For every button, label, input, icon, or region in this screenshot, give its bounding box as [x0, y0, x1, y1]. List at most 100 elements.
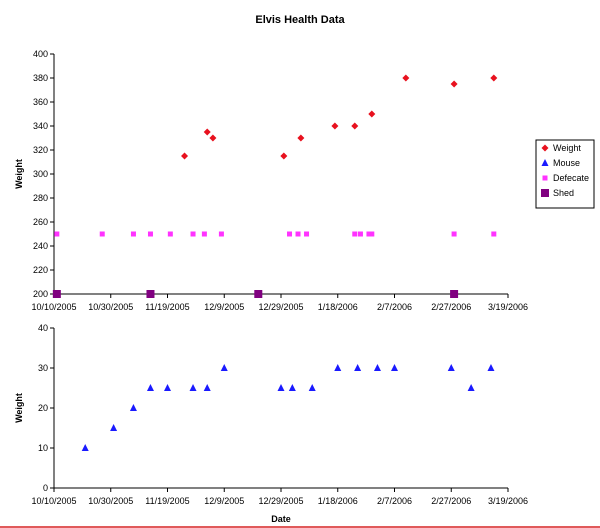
defecate-point	[352, 231, 358, 237]
bottom-x-tick-label: 12/9/2005	[204, 496, 244, 506]
defecate-point	[304, 231, 310, 237]
top-x-tick-label: 12/29/2005	[258, 302, 303, 312]
top-y-tick-label: 300	[33, 169, 48, 179]
mouse-point	[334, 364, 342, 371]
series-shed	[52, 290, 459, 298]
legend-marker-mouse	[541, 159, 549, 166]
mouse-point	[146, 384, 154, 391]
top-y-tick-label: 220	[33, 265, 48, 275]
bottom-x-tick-label: 11/19/2005	[145, 496, 189, 506]
legend-entry-defecate: Defecate	[553, 173, 589, 183]
defecate-point	[99, 231, 105, 237]
mouse-point	[487, 364, 495, 371]
top-y-tick-label: 400	[33, 49, 48, 59]
legend-marker-weight	[541, 144, 549, 152]
top-x-tick-label: 10/30/2005	[88, 302, 133, 312]
mouse-point	[391, 364, 398, 371]
weight-point	[297, 134, 305, 142]
top-x-tick-label: 3/19/2006	[488, 302, 528, 312]
x-axis-label: Date	[271, 514, 291, 524]
bottom-x-tick-label: 10/30/2005	[88, 496, 133, 506]
weight-point	[368, 110, 376, 118]
mouse-point	[308, 384, 316, 391]
shed-point	[254, 290, 263, 298]
mouse-point	[277, 384, 285, 391]
mouse-point	[164, 384, 171, 391]
shed-point	[450, 290, 459, 298]
top-x-tick-label: 2/7/2006	[377, 302, 412, 312]
weight-point	[351, 122, 359, 130]
legend-entry-mouse: Mouse	[553, 158, 580, 168]
defecate-point	[54, 231, 60, 237]
top-y-axis-label: Weight	[14, 159, 24, 189]
mouse-point	[189, 384, 197, 391]
window-bottom-edge	[0, 526, 600, 528]
top-x-tick-label: 1/18/2006	[318, 302, 358, 312]
mouse-point	[220, 364, 228, 371]
shed-point	[52, 290, 61, 298]
defecate-point	[357, 231, 363, 237]
weight-point	[402, 74, 410, 82]
bottom-y-tick-label: 40	[38, 323, 48, 333]
defecate-point	[167, 231, 173, 237]
mouse-point	[81, 444, 89, 451]
legend-marker-defecate	[542, 175, 548, 181]
top-y-tick-label: 340	[33, 121, 48, 131]
chart-title: Elvis Health Data	[255, 14, 345, 26]
series-defecate	[54, 231, 497, 237]
top-y-tick-label: 380	[33, 73, 48, 83]
defecate-point	[491, 231, 497, 237]
top-y-tick-label: 320	[33, 145, 48, 155]
top-x-tick-label: 12/9/2005	[204, 302, 244, 312]
weight-point	[209, 134, 217, 142]
bottom-y-tick-label: 20	[38, 403, 48, 413]
defecate-point	[218, 231, 224, 237]
bottom-y-axis-label: Weight	[14, 393, 24, 423]
top-plot: 200 220 240 260 280 300 320 340 360 380 400 10/10/2…	[14, 49, 528, 312]
defecate-point	[366, 231, 372, 237]
defecate-point	[369, 231, 375, 237]
bottom-x-tick-label: 3/19/2006	[488, 496, 528, 506]
defecate-point	[201, 231, 207, 237]
top-x-tick-label: 11/19/2005	[145, 302, 189, 312]
bottom-x-tick-label: 2/7/2006	[377, 496, 412, 506]
legend-entry-weight: Weight	[553, 143, 581, 153]
bottom-y-tick-label: 10	[38, 443, 48, 453]
defecate-point	[451, 231, 457, 237]
weight-point	[280, 152, 288, 160]
bottom-x-tick-label: 12/29/2005	[258, 496, 303, 506]
weight-point	[181, 152, 189, 160]
defecate-point	[130, 231, 136, 237]
top-y-tick-label: 260	[33, 217, 48, 227]
series-mouse	[81, 364, 495, 451]
legend: Weight Mouse Defecate Shed	[535, 139, 595, 209]
series-weight	[181, 74, 498, 160]
top-y-tick-label: 200	[33, 289, 48, 299]
shed-point	[146, 290, 155, 298]
top-y-tick-label: 240	[33, 241, 48, 251]
defecate-point	[287, 231, 293, 237]
mouse-point	[288, 384, 296, 391]
weight-point	[490, 74, 498, 82]
mouse-point	[467, 384, 475, 391]
bottom-y-tick-label: 30	[38, 363, 48, 373]
defecate-point	[190, 231, 196, 237]
bottom-plot: 0 10 20 30 40 10/10/2005 10/30/2005 11/19/2005 1…	[14, 323, 528, 506]
defecate-point	[147, 231, 153, 237]
legend-entry-shed: Shed	[553, 188, 574, 198]
bottom-x-tick-label: 1/18/2006	[318, 496, 358, 506]
top-y-tick-label: 280	[33, 193, 48, 203]
mouse-point	[447, 364, 455, 371]
bottom-x-tick-label: 2/27/2006	[431, 496, 471, 506]
legend-marker-shed	[541, 189, 549, 197]
mouse-point	[129, 404, 137, 411]
top-x-tick-label: 10/10/2005	[31, 302, 76, 312]
mouse-point	[354, 364, 362, 371]
top-y-tick-label: 360	[33, 97, 48, 107]
weight-point	[450, 80, 458, 88]
defecate-point	[295, 231, 301, 237]
top-x-tick-label: 2/27/2006	[431, 302, 471, 312]
mouse-point	[110, 424, 118, 431]
mouse-point	[373, 364, 381, 371]
